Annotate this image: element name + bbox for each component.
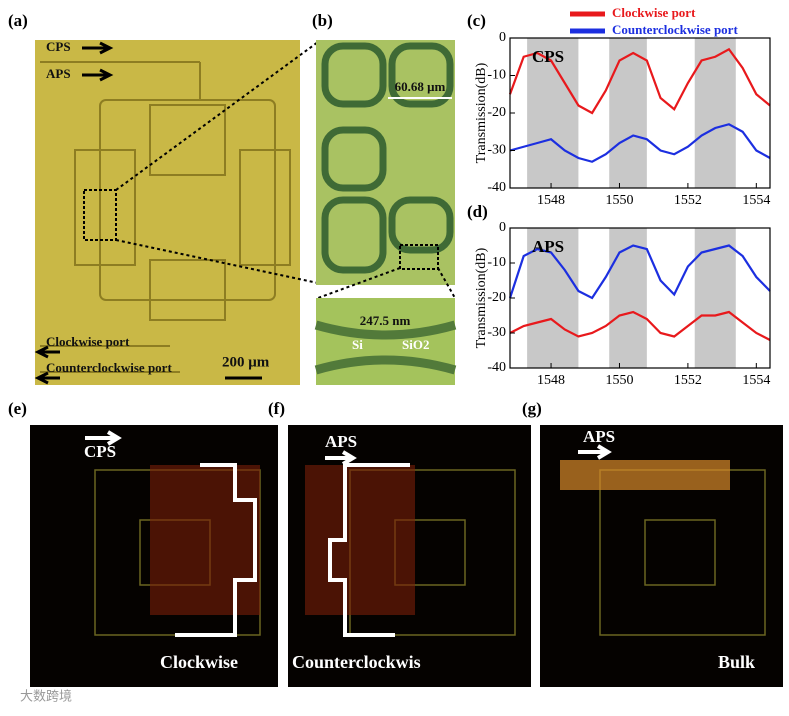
panel-label: (c) [467,11,486,30]
y-tick-label: -20 [487,105,506,120]
arrow [578,444,612,460]
rings-b [321,42,454,274]
arrow [82,68,114,82]
caption: Clockwise [160,652,238,672]
shaded-band [694,228,736,368]
label: Si [352,337,363,352]
caption: Counterclockwis [292,652,421,672]
series-line [508,244,771,300]
caption: Bulk [718,652,755,672]
y-tick-label: -40 [487,360,506,375]
micrograph-inset [316,298,455,385]
series-line [509,310,771,341]
y-tick-label: -20 [487,290,506,305]
arrow [82,41,114,55]
zoom-box [399,244,439,270]
label: CPS [84,442,116,461]
x-tick-label: 1554 [742,373,770,388]
y-axis-label: Transmission(dB) [474,62,489,163]
arrow [34,345,60,359]
zoom-box [83,189,117,241]
watermark: 大数跨境 [20,690,72,705]
panel-label: (d) [467,202,488,221]
x-tick-label: 1550 [605,373,633,388]
edge-path [175,463,257,637]
label: APS [325,432,357,451]
zoom-line [115,239,319,284]
arrow [325,450,357,466]
arrow [34,371,60,385]
y-tick-label: -10 [487,255,506,270]
y-tick-label: -40 [487,180,506,195]
scattering-f [305,465,415,615]
shaded-band [694,38,736,188]
panel-label: (a) [8,11,28,30]
scattering-e [150,465,260,615]
label: Counterclockwise port [46,360,172,375]
scale-label: 200 μm [222,354,270,370]
label: SiO2 [402,337,429,352]
x-tick-label: 1552 [674,193,702,208]
series-line [509,123,771,163]
panel-label: (f) [268,399,285,418]
panel-label: (b) [312,11,333,30]
x-tick-label: 1548 [537,193,565,208]
device-layout-a [40,61,291,373]
legend-label: Clockwise port [612,5,696,20]
scattering-g [560,460,730,490]
zoom-line [317,267,401,299]
label: APS [583,427,615,446]
shaded-band [609,228,647,368]
y-axis-label: Transmission(dB) [474,247,489,348]
shaded-band [609,38,647,188]
waveguides [314,320,457,375]
y-tick-label: 0 [499,220,506,235]
series-line [508,47,771,115]
micrograph-a [35,40,300,385]
legend-label: Counterclockwise port [612,22,738,37]
x-tick-label: 1548 [537,373,565,388]
label: Clockwise port [46,334,130,349]
annotation: APS [532,237,564,256]
edge-path [328,463,410,637]
y-tick-label: -10 [487,68,506,83]
x-tick-label: 1552 [674,373,702,388]
dimension-label: 60.68 μm [395,79,446,94]
label: APS [46,66,71,81]
annotation: CPS [532,47,564,66]
panel-label: (e) [8,399,27,418]
y-tick-label: -30 [487,143,506,158]
panel-label: (g) [522,399,542,418]
label: CPS [46,39,71,54]
y-tick-label: 0 [499,30,506,45]
shaded-band [527,228,579,368]
gap-label: 247.5 nm [360,313,411,328]
y-tick-label: -30 [487,325,506,340]
x-tick-label: 1554 [742,193,770,208]
x-tick-label: 1550 [605,193,633,208]
arrow [85,430,122,446]
